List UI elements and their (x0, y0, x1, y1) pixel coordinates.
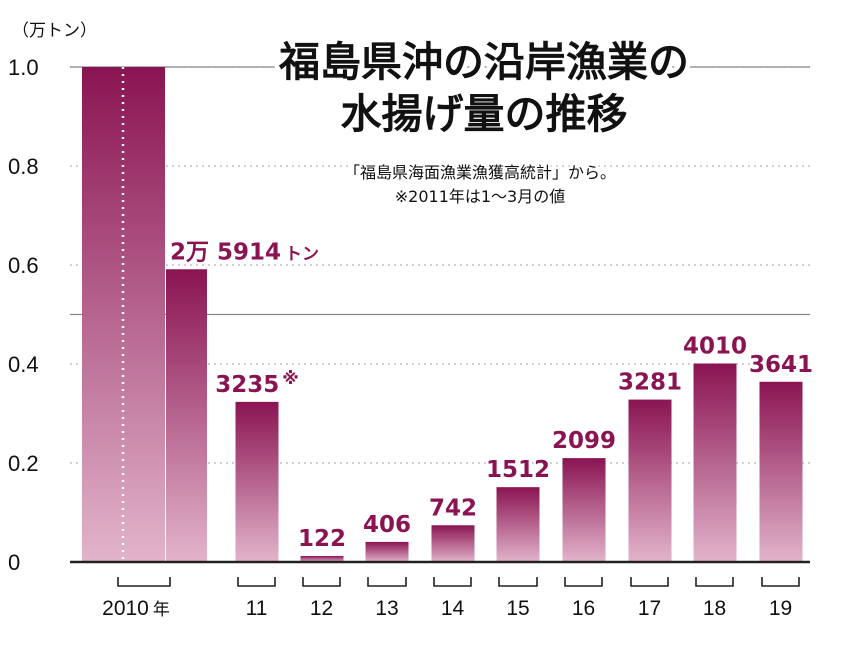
x-tick-bracket (564, 577, 603, 587)
x-tick-bracket (367, 577, 407, 587)
bar-17 (628, 399, 672, 562)
data-label: 2099 (552, 428, 616, 454)
x-tick-bracket (237, 577, 276, 587)
x-unit-suffix: 年 (153, 600, 170, 619)
bars (82, 67, 803, 562)
x-tick-bracket (433, 577, 472, 587)
bar-2010-broken (82, 67, 165, 562)
data-label-suffix: トン (285, 244, 319, 264)
chart-note-line: 「福島県海面漁業漁獲高統計」から。 (344, 163, 616, 182)
bar-14 (431, 525, 475, 562)
y-tick-label: 0.8 (8, 154, 39, 179)
bar-15 (496, 487, 540, 562)
x-tick-bracket (302, 577, 341, 587)
y-tick-label: 1.0 (8, 55, 39, 80)
data-label: 4010 (683, 334, 747, 360)
data-label: 3281 (618, 370, 682, 396)
x-tick-label: 13 (375, 597, 398, 620)
x-tick-label: 16 (572, 597, 595, 620)
data-label: 3641 (749, 352, 813, 378)
x-tick-label: 11 (246, 597, 268, 620)
x-tick-bracket (498, 577, 538, 587)
y-tick-label: 0.6 (8, 253, 39, 278)
data-label: 3235 ※ (215, 369, 299, 398)
text-annotations: 1.0 0.8 0.6 0.4 0.2 0 （万トン） 2万 5914 トン 3235 ※ 122 40… (8, 21, 815, 620)
bar-13 (365, 541, 409, 562)
chart-title-line: 水揚げ量の推移 (341, 90, 628, 138)
y-tick-label: 0 (8, 550, 20, 575)
y-unit-label: （万トン） (12, 21, 97, 41)
bar-11 (235, 401, 279, 562)
bar-18 (693, 363, 737, 562)
chart-note-line: ※2011年は1～3月の値 (395, 187, 566, 206)
x-tick-label: 2010 年 (102, 597, 170, 620)
y-tick-label: 0.4 (8, 352, 39, 377)
bar-16 (562, 458, 606, 562)
data-label: 122 (298, 526, 346, 552)
x-tick-label: 14 (441, 597, 465, 620)
data-label: 406 (363, 512, 411, 538)
x-tick-bracket (761, 577, 800, 587)
x-tick-label: 15 (506, 597, 529, 620)
data-label: 742 (429, 495, 477, 521)
x-tick-label: 19 (769, 597, 792, 620)
x-tick-label: 18 (703, 597, 726, 620)
bar-12 (300, 555, 344, 562)
bar-2010-remainder (166, 269, 207, 562)
x-tick-bracket (117, 577, 171, 587)
bar-19 (759, 381, 803, 562)
x-tick-bracket (630, 577, 669, 587)
x-tick-label: 17 (638, 597, 661, 620)
data-label: 1512 (486, 457, 550, 483)
data-label-suffix: ※ (282, 369, 299, 389)
axes (70, 560, 810, 587)
y-tick-label: 0.2 (8, 451, 39, 476)
data-label: 2万 5914 トン (170, 239, 319, 265)
x-tick-label: 12 (310, 597, 333, 620)
chart-title-line: 福島県沖の沿岸漁業の (278, 38, 689, 86)
x-tick-bracket (695, 577, 734, 587)
